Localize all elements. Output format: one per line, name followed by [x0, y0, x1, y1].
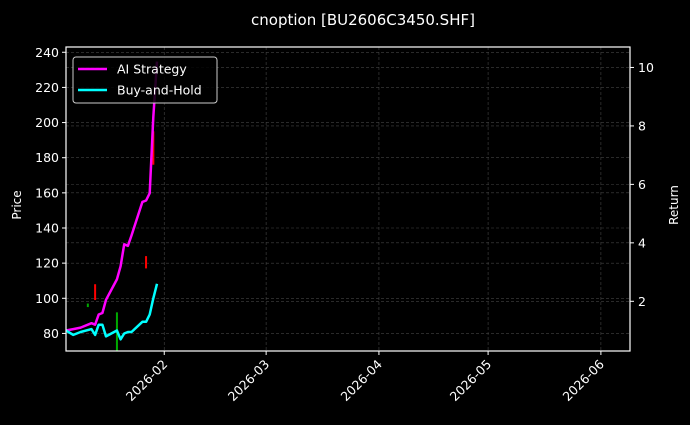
y-tick-label-right: 10: [638, 60, 654, 75]
grid-lines: [66, 47, 630, 351]
buy-and-hold-line: [65, 283, 159, 341]
y-tick-label-left: 160: [35, 185, 59, 200]
y-tick-label-right: 2: [638, 294, 646, 309]
ai-strategy-line: [65, 61, 159, 332]
legend-box: [72, 56, 218, 104]
y-tick-label-left: 80: [43, 326, 59, 341]
y-tick-label-left: 120: [35, 256, 59, 271]
y-tick-label-right: 8: [638, 118, 646, 133]
x-tick-label: 2026-04: [338, 356, 386, 404]
y-axis-left: 80 100 120 140 160 180 200 220 240: [35, 45, 66, 341]
legend: AI Strategy Buy-and-Hold: [72, 56, 218, 104]
x-tick-label: 2026-06: [559, 356, 607, 404]
y-tick-label-right: 4: [638, 235, 646, 250]
x-tick-label: 2026-05: [447, 357, 495, 405]
y-tick-label-left: 200: [35, 115, 59, 130]
y-axis-left-label: Price: [10, 190, 24, 219]
y-tick-label-right: 6: [638, 177, 646, 192]
series-lines: [65, 61, 159, 341]
legend-label-buy-and-hold: Buy-and-Hold: [117, 83, 202, 98]
x-axis: 2026-02 2026-03 2026-04 2026-05 2026-06: [123, 351, 607, 404]
y-tick-label-left: 100: [35, 291, 59, 306]
y-axis-right-label: Return: [667, 185, 681, 225]
x-tick-label: 2026-02: [123, 357, 171, 405]
y-tick-label-left: 240: [35, 45, 59, 60]
y-tick-label-left: 140: [35, 220, 59, 235]
y-tick-label-left: 220: [35, 80, 59, 95]
y-tick-label-left: 180: [35, 150, 59, 165]
y-axis-right: 2 4 6 8 10: [630, 60, 654, 309]
plot-area-border: [65, 46, 631, 352]
legend-label-ai-strategy: AI Strategy: [117, 62, 187, 77]
x-tick-label: 2026-03: [225, 357, 273, 405]
chart-title: cnoption [BU2606C3450.SHF]: [251, 11, 475, 29]
